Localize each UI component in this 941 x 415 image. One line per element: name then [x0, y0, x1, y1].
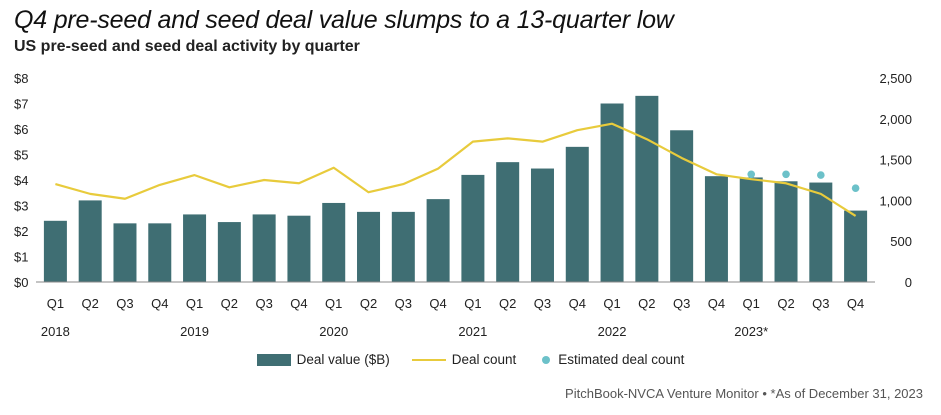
chart-area: $0 $1 $2 $3 $4 $5 $6 $7 $8 0 500 1,000 1,500 2,000 2,5…: [14, 71, 912, 339]
bar-deal-value: [461, 174, 485, 282]
legend-label-deal-value: Deal value ($B): [296, 352, 390, 367]
x-axis-quarter-label: Q1: [47, 296, 64, 311]
x-axis-quarter-label: Q1: [464, 296, 481, 311]
x-axis-quarter-label: Q3: [116, 296, 133, 311]
bar-deal-value: [809, 182, 833, 282]
x-axis-quarter-label: Q1: [186, 296, 203, 311]
bar-deal-value: [357, 211, 381, 282]
point-estimated-deal-count: [782, 170, 790, 179]
left-axis-tick-label: $6: [14, 122, 28, 137]
legend-item-deal-value: Deal value ($B): [256, 352, 390, 367]
right-axis-tick-label: 1,500: [879, 153, 912, 168]
x-axis-quarter-label: Q2: [360, 296, 377, 311]
right-axis-tick-label: 2,000: [879, 112, 912, 127]
right-axis-tick-label: 0: [905, 275, 912, 290]
bar-deal-value: [113, 223, 137, 282]
point-estimated-deal-count: [851, 184, 860, 192]
chart-title: Q4 pre-seed and seed deal value slumps t…: [14, 6, 674, 34]
source-footnote: *As of December 31, 2023: [770, 386, 923, 401]
chart-subtitle: US pre-seed and seed deal activity by qu…: [14, 38, 360, 55]
x-axis-quarter-label: Q4: [847, 296, 864, 311]
legend-item-deal-count: Deal count: [411, 352, 517, 367]
x-axis-quarter-label: Q3: [812, 296, 829, 311]
x-axis-year-label: 2023*: [734, 324, 768, 339]
x-axis-quarter-label: Q3: [395, 296, 412, 311]
bar-deal-value: [704, 176, 728, 282]
line-deal-count: [55, 122, 857, 217]
x-axis-quarter-label: Q1: [325, 296, 342, 311]
bar-deal-value: [739, 177, 763, 282]
bar-deal-value: [217, 222, 241, 282]
bar-deal-value: [670, 130, 694, 282]
bar-deal-value: [43, 220, 67, 282]
bar-deal-value: [78, 200, 102, 282]
legend-label-deal-count: Deal count: [451, 352, 517, 367]
bar-deal-value: [148, 223, 172, 282]
left-axis-tick-label: $8: [14, 71, 28, 86]
x-axis-quarter-label: Q1: [603, 296, 620, 311]
point-estimated-deal-count: [817, 171, 825, 179]
left-axis-tick-label: $1: [14, 250, 28, 265]
x-axis-year-label: 2022: [598, 324, 627, 339]
x-axis-quarter-label: Q2: [82, 296, 99, 311]
x-axis-quarter-label: Q2: [221, 296, 238, 311]
bar-deal-value: [600, 103, 624, 282]
x-axis-year-label: 2020: [319, 324, 348, 339]
bar-deal-value: [287, 215, 311, 282]
left-axis-tick-label: $0: [14, 275, 28, 290]
x-axis-quarter-label: Q3: [673, 296, 690, 311]
right-axis-tick-label: 1,000: [879, 193, 912, 208]
right-axis-tick-label: 500: [890, 234, 912, 249]
bar-deal-value: [322, 202, 346, 282]
x-axis-quarter-label: Q3: [534, 296, 551, 311]
legend-swatch-bar: [256, 353, 291, 366]
bar-deal-value: [635, 95, 659, 282]
point-estimated-deal-count: [747, 170, 756, 179]
x-axis-year-label: 2021: [458, 324, 487, 339]
bar-deal-value: [496, 162, 520, 282]
x-axis-quarter-label: Q2: [499, 296, 516, 311]
legend-swatch-line: [411, 358, 446, 361]
bar-deal-value: [252, 214, 276, 282]
x-axis-quarter-label: Q3: [255, 296, 272, 311]
bar-deal-value: [426, 199, 450, 282]
legend-item-estimated-deal-count: Estimated deal count: [538, 352, 684, 367]
left-axis-tick-label: $2: [14, 224, 28, 239]
bar-deal-value: [183, 214, 207, 282]
x-axis-quarter-label: Q2: [777, 296, 794, 311]
x-axis-quarter-label: Q4: [290, 296, 307, 311]
legend-swatch-dot: [542, 355, 551, 364]
legend-label-estimated-deal-count: Estimated deal count: [558, 352, 685, 367]
bar-deal-value: [530, 168, 554, 282]
source-text: PitchBook-NVCA Venture Monitor: [565, 386, 759, 401]
left-axis-tick-label: $4: [14, 173, 28, 188]
bar-deal-value: [391, 211, 415, 282]
source-separator: •: [762, 386, 767, 401]
bar-deal-value: [774, 181, 798, 282]
bar-deal-value: [844, 210, 868, 282]
bar-deal-value: [565, 146, 589, 282]
x-axis-quarter-label: Q2: [638, 296, 655, 311]
x-axis-quarter-label: Q4: [569, 296, 586, 311]
x-axis-quarter-label: Q4: [708, 296, 725, 311]
legend: Deal value ($B) Deal count Estimated dea…: [0, 352, 941, 367]
x-axis-quarter-label: Q4: [429, 296, 446, 311]
right-axis-tick-label: 2,500: [879, 71, 912, 86]
x-axis-quarter-label: Q1: [743, 296, 760, 311]
source-note: PitchBook-NVCA Venture Monitor • *As of …: [565, 386, 923, 401]
left-axis-tick-label: $3: [14, 199, 28, 214]
left-axis-tick-label: $7: [14, 97, 28, 112]
left-axis-tick-label: $5: [14, 148, 28, 163]
x-axis-year-label: 2018: [41, 324, 70, 339]
x-axis-quarter-label: Q4: [151, 296, 168, 311]
x-axis-year-label: 2019: [180, 324, 209, 339]
